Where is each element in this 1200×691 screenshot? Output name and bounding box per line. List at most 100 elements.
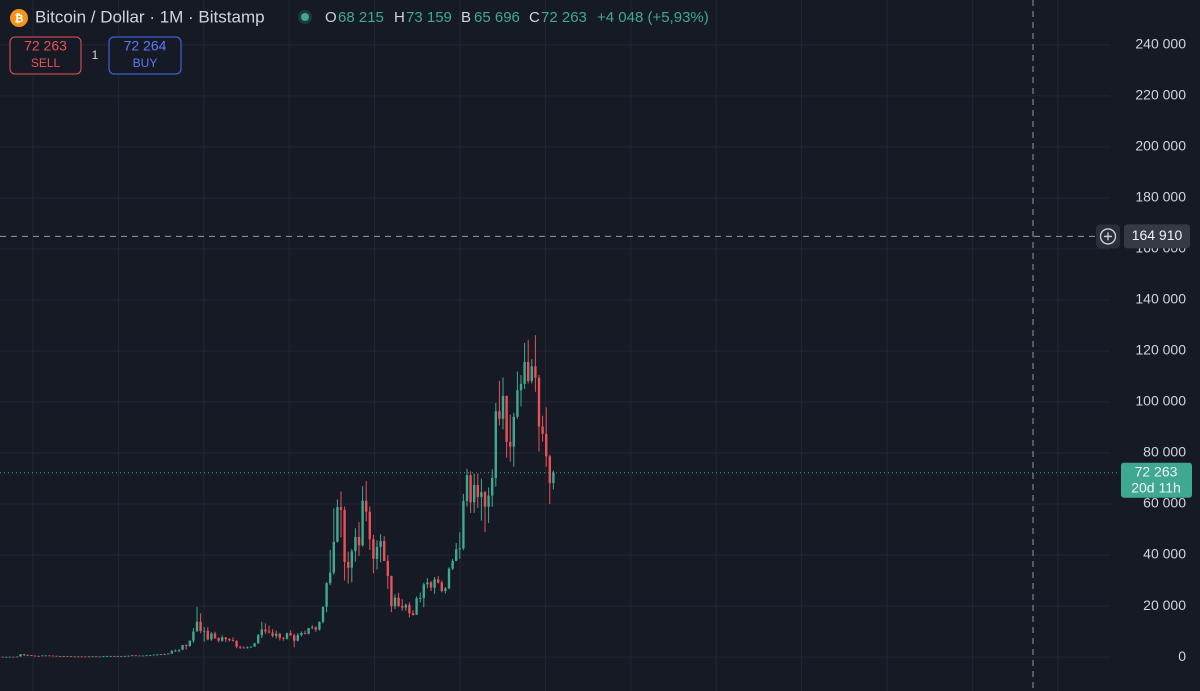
candle-body — [419, 598, 422, 599]
candle-body — [548, 456, 551, 484]
quantity[interactable]: 1 — [92, 48, 99, 62]
candle-body — [465, 475, 469, 502]
candle-body — [433, 579, 436, 588]
candle-body — [372, 539, 375, 559]
candle-body — [426, 582, 429, 585]
candle-body — [260, 629, 263, 636]
candle-body — [365, 500, 368, 512]
candle-body — [527, 361, 530, 382]
candle-body — [271, 632, 274, 636]
candle-body — [257, 635, 260, 644]
candle-body — [516, 390, 519, 417]
candle-body — [440, 582, 443, 591]
y-tick-label: 20 000 — [1143, 597, 1186, 613]
candle-body — [293, 635, 296, 641]
candle-body — [296, 635, 299, 641]
candle-body — [55, 655, 58, 657]
candle-body — [343, 509, 346, 562]
candle-body — [5, 656, 8, 658]
candle-body — [59, 656, 62, 657]
candle-body — [159, 654, 163, 655]
ohlc-key: C — [529, 9, 540, 26]
buy-button[interactable] — [108, 36, 182, 75]
candle-body — [152, 654, 155, 656]
candle-body — [505, 395, 508, 442]
candle-body — [120, 655, 123, 657]
candle-body — [530, 366, 533, 382]
candle-body — [354, 536, 357, 552]
candle-body — [545, 433, 548, 457]
candle-body — [462, 501, 465, 549]
candle-body — [73, 656, 76, 658]
candle-body — [84, 656, 87, 658]
candle-body — [397, 597, 400, 607]
candle-body — [113, 655, 116, 657]
candle-body — [451, 560, 454, 569]
candle-body — [44, 655, 47, 657]
candle-body — [163, 654, 166, 655]
candle-body — [192, 631, 195, 641]
candle-body — [80, 656, 83, 658]
candle-body — [289, 633, 292, 636]
candle-body — [8, 656, 11, 658]
candle-body — [325, 583, 328, 607]
candle-body — [195, 621, 199, 632]
candle-body — [473, 484, 476, 503]
candle-body — [217, 637, 220, 641]
candle-body — [181, 645, 184, 650]
change: +4 048 (+5,93%) — [597, 9, 709, 26]
candle-body — [285, 633, 289, 639]
candle-body — [177, 649, 181, 651]
candle-body — [206, 630, 209, 640]
candle-body — [246, 647, 249, 649]
candle-body — [131, 655, 134, 657]
symbol-title[interactable]: Bitcoin / Dollar · 1M · Bitstamp — [35, 7, 265, 26]
candle-body — [203, 630, 206, 632]
candle-body — [41, 655, 44, 657]
candle-body — [91, 656, 94, 658]
candle-body — [494, 411, 497, 479]
ohlc-key: B — [461, 9, 471, 26]
candle-body — [213, 633, 217, 638]
candle-body — [487, 495, 490, 507]
y-tick-label: 140 000 — [1135, 291, 1186, 307]
candle-body — [350, 551, 353, 568]
candle-body — [501, 395, 505, 419]
candle-body — [102, 656, 105, 658]
y-tick-label: 100 000 — [1135, 393, 1186, 409]
candle-body — [123, 655, 127, 657]
coin-icon-glyph: ₿ — [15, 13, 24, 25]
crosshair-plus-icon[interactable] — [1099, 228, 1117, 245]
last-price-tag — [1121, 462, 1192, 498]
countdown-label: 20d 11h — [1131, 479, 1181, 495]
candle-body — [498, 411, 501, 419]
coin-icon — [10, 9, 28, 27]
candle-body — [145, 655, 148, 657]
candle-body — [210, 633, 213, 640]
candle-body — [95, 656, 98, 658]
candle-body — [170, 651, 173, 654]
crosshair-price-label: 164 910 — [1132, 227, 1183, 243]
candle-body — [347, 561, 350, 568]
y-tick-label: 120 000 — [1135, 342, 1186, 358]
candle-body — [23, 654, 26, 656]
ohlc-value: 68 215 — [338, 9, 384, 26]
candle-body — [537, 377, 541, 427]
y-tick-label: 180 000 — [1135, 189, 1186, 205]
candle-body — [264, 629, 267, 632]
candle-body — [221, 637, 224, 641]
candle-body — [66, 656, 69, 657]
candle-body — [339, 507, 343, 510]
candle-body — [329, 572, 332, 584]
candle-body — [167, 653, 170, 655]
candle-body — [393, 597, 397, 607]
ohlc-key: H — [394, 9, 405, 26]
ohlc-value: 65 696 — [474, 9, 520, 26]
candle-body — [422, 584, 425, 599]
buy-price: 72 264 — [124, 38, 167, 54]
candle-body — [12, 656, 15, 658]
status-dot — [301, 13, 309, 21]
ohlc-value: 73 159 — [406, 9, 452, 26]
candle-body — [87, 656, 91, 658]
sell-button[interactable] — [9, 36, 82, 75]
